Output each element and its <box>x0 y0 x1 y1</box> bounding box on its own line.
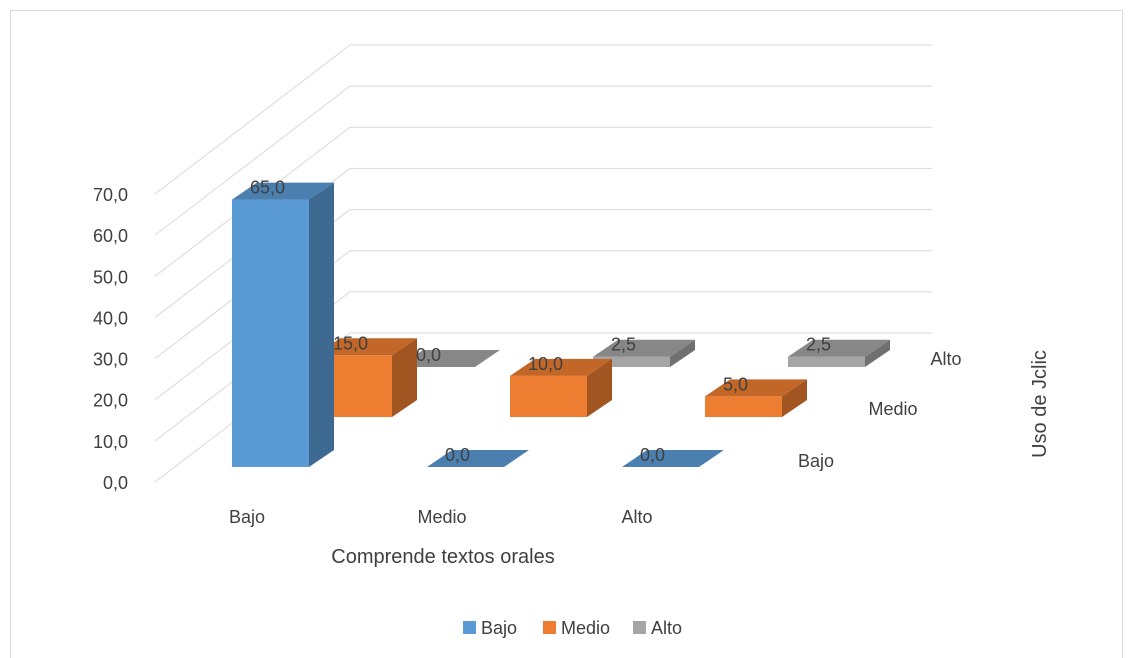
legend-label: Bajo <box>481 618 517 638</box>
y-tick-label: 50,0 <box>93 267 128 287</box>
bar-top <box>788 339 890 357</box>
bar-side <box>587 358 612 417</box>
bar-side <box>670 339 695 367</box>
bars <box>232 182 890 468</box>
bar-top <box>398 350 500 367</box>
legend-swatch <box>463 621 476 634</box>
bar-front <box>788 356 865 367</box>
bar-top <box>622 450 724 467</box>
legend-swatch <box>543 621 556 634</box>
bar-front <box>593 356 670 367</box>
y-tick-label: 0,0 <box>103 473 128 493</box>
bar-side <box>309 182 334 468</box>
bar-top <box>315 338 417 356</box>
bar-front <box>232 199 309 468</box>
y-axis-ticks: 0,0 10,0 20,0 30,0 40,0 50,0 60,0 70,0 <box>93 185 128 493</box>
depth-tick-label: Alto <box>930 349 961 369</box>
data-label: 0,0 <box>416 345 441 365</box>
bar-side <box>865 339 890 367</box>
depth-axis-title: Uso de Jclic <box>1029 350 1051 458</box>
x-axis-title: Comprende textos orales <box>331 546 554 568</box>
bar-top <box>593 339 695 357</box>
depth-tick-label: Bajo <box>798 451 834 471</box>
bar-front <box>510 375 587 417</box>
data-label: 10,0 <box>528 354 563 374</box>
data-label: 0,0 <box>445 445 470 465</box>
legend-label: Medio <box>561 618 610 638</box>
x-tick-label: Alto <box>621 507 652 527</box>
chart-frame <box>10 10 1123 658</box>
legend-label: Alto <box>651 618 682 638</box>
y-tick-label: 70,0 <box>93 185 128 205</box>
data-label: 65,0 <box>250 178 285 198</box>
y-tick-label: 60,0 <box>93 226 128 246</box>
data-label: 0,0 <box>640 445 665 465</box>
bar-top <box>705 379 807 397</box>
bar-top <box>232 182 334 200</box>
gridline-side <box>154 44 351 195</box>
data-labels: 0,0 2,5 2,5 15,0 10,0 5,0 65,0 0,0 0,0 <box>250 178 831 465</box>
y-tick-label: 10,0 <box>93 432 128 452</box>
x-tick-label: Medio <box>417 507 466 527</box>
x-axis-ticks: Bajo Medio Alto <box>229 507 653 527</box>
data-label: 2,5 <box>806 335 831 355</box>
legend-swatch <box>633 621 646 634</box>
bar-side <box>782 379 807 417</box>
data-label: 15,0 <box>333 333 368 353</box>
bar-front <box>705 396 782 417</box>
x-tick-label: Bajo <box>229 507 265 527</box>
depth-tick-label: Medio <box>868 399 917 419</box>
data-label: 5,0 <box>723 374 748 394</box>
bar-top <box>427 450 529 467</box>
y-tick-label: 40,0 <box>93 308 128 328</box>
gridline-side <box>154 85 351 236</box>
bar-side <box>392 338 417 417</box>
legend: Bajo Medio Alto <box>463 618 682 638</box>
bar-top <box>510 358 612 376</box>
y-tick-label: 30,0 <box>93 350 128 370</box>
depth-axis-ticks: Bajo Medio Alto <box>798 349 962 471</box>
data-label: 2,5 <box>611 335 636 355</box>
y-tick-label: 20,0 <box>93 391 128 411</box>
